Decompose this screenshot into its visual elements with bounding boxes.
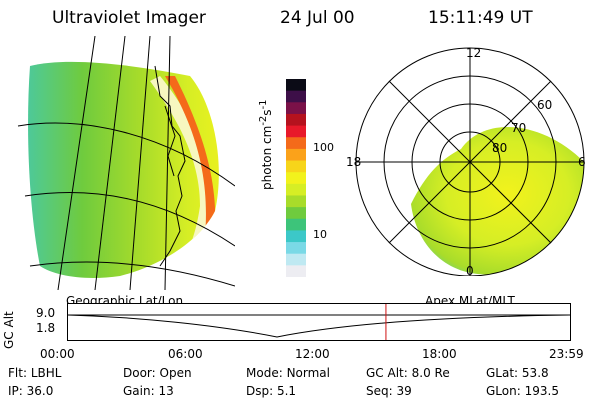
geographic-image: [17, 36, 235, 290]
colorbar-segment: [286, 230, 306, 243]
timeline-ylabel: GC Alt: [2, 311, 16, 349]
colorbar-segment: [286, 160, 306, 173]
time-tick-0: 00:00: [40, 347, 75, 361]
colorbar-segment: [286, 90, 306, 103]
colorbar-segment: [286, 253, 306, 266]
mlt-label-0: 0: [466, 264, 474, 278]
colorbar-segment: [286, 183, 306, 196]
colorbar-tick-100: 100: [313, 141, 334, 154]
time-tick-2: 12:00: [295, 347, 330, 361]
lat-label-80: 80: [492, 141, 508, 155]
time-tick-4: 23:59: [549, 347, 584, 361]
lat-label-60: 60: [537, 98, 553, 112]
colorbar-tick-10: 10: [313, 228, 327, 241]
mlt-label-18: 18: [346, 155, 362, 169]
flt-field: Flt: LBHL: [8, 366, 62, 380]
ip-field: IP: 36.0: [8, 384, 54, 398]
colorbar-segment: [286, 195, 306, 208]
colorbar-segment: [286, 102, 306, 115]
colorbar: [286, 79, 306, 278]
colorbar-segment: [286, 265, 306, 278]
timeline-plot: [67, 303, 571, 341]
colorbar-label: photon cm-2s-1: [258, 99, 274, 190]
lat-label-70: 70: [511, 121, 527, 135]
colorbar-segment: [286, 113, 306, 127]
time-tick-1: 06:00: [168, 347, 203, 361]
colorbar-segment: [286, 172, 306, 185]
time-tick-3: 18:00: [422, 347, 457, 361]
timeline-ymax: 9.0: [36, 306, 56, 320]
mlt-label-12: 12: [466, 46, 482, 60]
colorbar-segment: [286, 218, 306, 231]
mlt-label-6: 6: [578, 155, 586, 169]
polar-plot: [355, 47, 585, 276]
colorbar-segment: [286, 148, 306, 162]
gain-field: Gain: 13: [123, 384, 174, 398]
gcalt-field: GC Alt: 8.0 Re: [366, 366, 450, 380]
mode-field: Mode: Normal: [246, 366, 330, 380]
glat-field: GLat: 53.8: [486, 366, 549, 380]
colorbar-segment: [286, 79, 306, 92]
timeline-ymin: 1.8: [36, 321, 56, 335]
seq-field: Seq: 39: [366, 384, 412, 398]
glon-field: GLon: 193.5: [486, 384, 559, 398]
date-label: 24 Jul 00: [280, 8, 355, 28]
colorbar-segment: [286, 207, 306, 220]
colorbar-segment: [286, 137, 306, 150]
colorbar-segment: [286, 125, 306, 138]
time-label: 15:11:49 UT: [428, 8, 533, 28]
dsp-field: Dsp: 5.1: [246, 384, 297, 398]
colorbar-segment: [286, 242, 306, 255]
instrument-title: Ultraviolet Imager: [52, 8, 206, 28]
door-field: Door: Open: [123, 366, 192, 380]
